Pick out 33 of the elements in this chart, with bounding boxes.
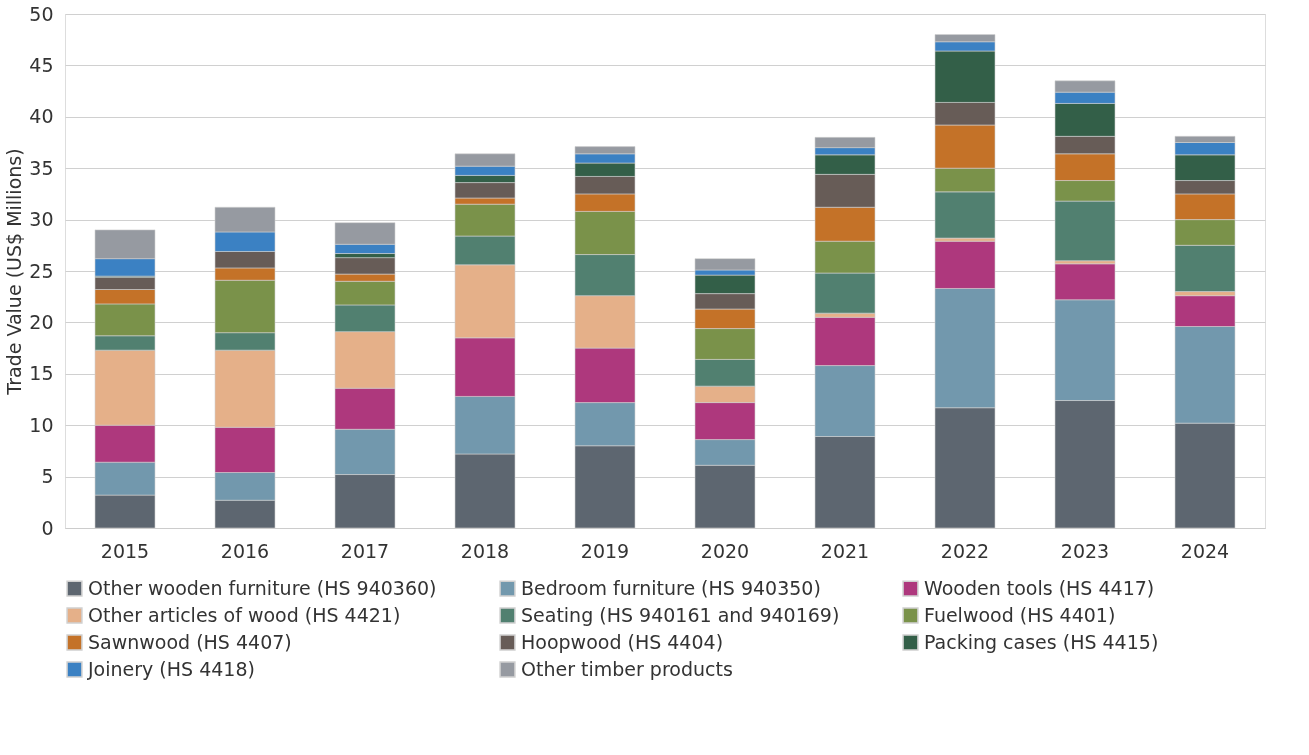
legend-label: Fuelwood (HS 4401) — [924, 603, 1116, 626]
y-tick-label: 50 — [29, 2, 54, 25]
y-tick-label: 35 — [29, 156, 54, 179]
y-tick-label: 25 — [29, 259, 54, 282]
x-tick-label: 2019 — [580, 539, 630, 562]
y-tick-label: 30 — [29, 208, 54, 231]
x-tick-label: 2016 — [220, 539, 270, 562]
legend-label: Other articles of wood (HS 4421) — [88, 603, 401, 626]
legend-label: Packing cases (HS 4415) — [924, 630, 1159, 653]
legend-label: Bedroom furniture (HS 940350) — [521, 576, 821, 599]
legend-label: Other timber products — [521, 657, 733, 680]
x-tick-label: 2017 — [340, 539, 390, 562]
x-tick-label: 2015 — [100, 539, 150, 562]
x-tick-label: 2023 — [1060, 539, 1110, 562]
legend-label: Other wooden furniture (HS 940360) — [88, 576, 437, 599]
legend-label: Sawnwood (HS 4407) — [88, 630, 292, 653]
y-tick-label: 10 — [29, 413, 54, 436]
x-tick-label: 2018 — [460, 539, 510, 562]
x-tick-label: 2021 — [820, 539, 870, 562]
legend-label: Wooden tools (HS 4417) — [924, 576, 1155, 599]
y-tick-label: 20 — [29, 310, 54, 333]
y-tick-label: 15 — [29, 362, 54, 385]
y-tick-label: 40 — [29, 105, 54, 128]
legend-label: Joinery (HS 4418) — [87, 657, 255, 680]
y-tick-label: 5 — [41, 465, 54, 488]
x-tick-label: 2020 — [700, 539, 750, 562]
legend-label: Seating (HS 940161 and 940169) — [521, 603, 840, 626]
y-axis-title: Trade Value (US$ Millions) — [3, 148, 26, 396]
x-tick-label: 2022 — [940, 539, 990, 562]
x-tick-label: 2024 — [1180, 539, 1230, 562]
legend-label: Hoopwood (HS 4404) — [521, 630, 724, 653]
y-tick-label: 45 — [29, 53, 54, 76]
y-tick-label: 0 — [41, 516, 54, 539]
